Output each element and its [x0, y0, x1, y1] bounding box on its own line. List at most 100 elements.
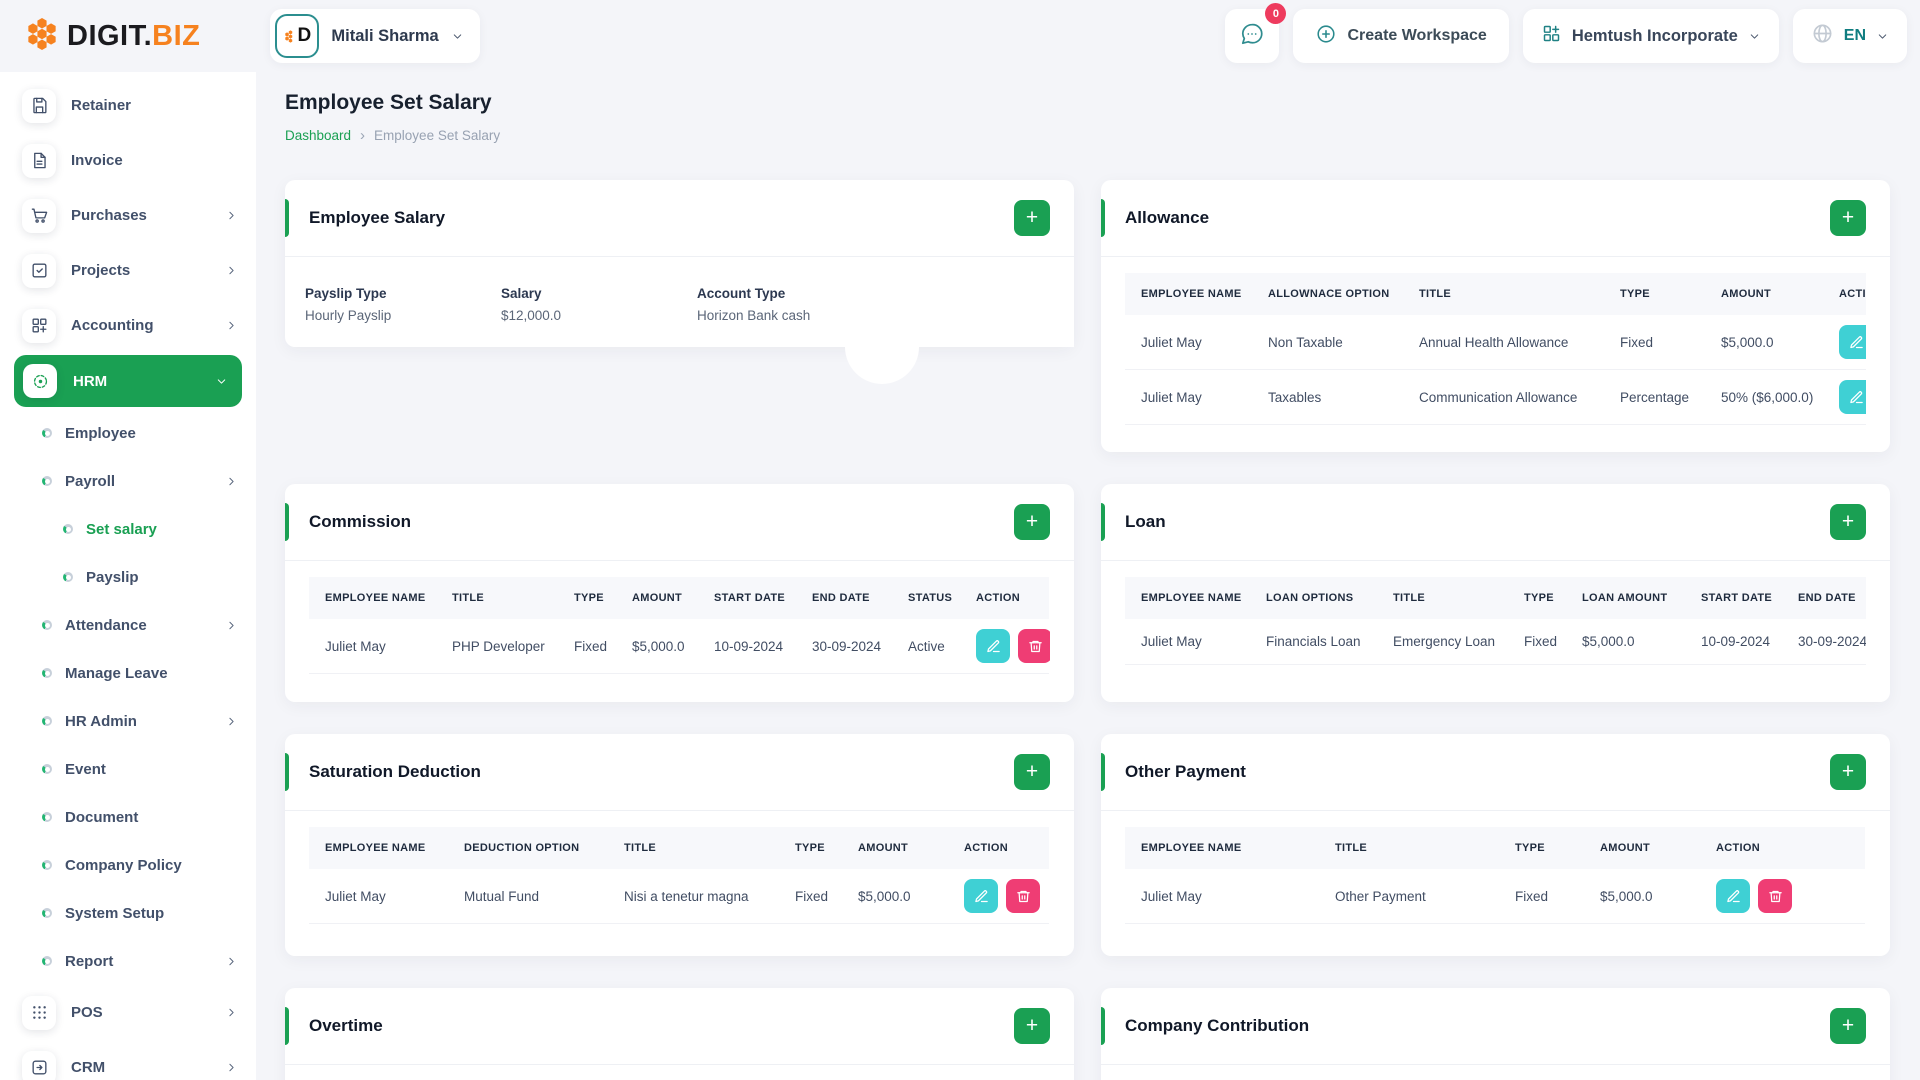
sidebar-item-payslip[interactable]: Payslip	[0, 553, 256, 601]
add-loan-button[interactable]: +	[1830, 504, 1866, 540]
table-cell: Mutual Fund	[448, 869, 608, 924]
add-company-contribution-button[interactable]: +	[1830, 1008, 1866, 1044]
sidebar-item-retainer[interactable]: Retainer	[0, 78, 256, 133]
sidebar-item-set-salary[interactable]: Set salary	[0, 505, 256, 553]
actions-cell	[1823, 370, 1866, 425]
add-saturation-deduction-button[interactable]: +	[1014, 754, 1050, 790]
table-cell: 10-09-2024	[698, 619, 796, 674]
salary-fields: Payslip Type Hourly Payslip Salary $12,0…	[285, 257, 1074, 323]
chevron-down-icon	[1748, 30, 1761, 43]
create-workspace-button[interactable]: Create Workspace	[1293, 9, 1508, 63]
add-allowance-button[interactable]: +	[1830, 200, 1866, 236]
user-avatar: D	[275, 14, 319, 58]
table-cell: Active	[892, 619, 960, 674]
breadcrumb-separator-icon: ›	[360, 127, 365, 144]
column-header-amount: AMOUNT	[1705, 273, 1823, 315]
sidebar-item-label: System Setup	[65, 905, 164, 922]
add-commission-button[interactable]: +	[1014, 504, 1050, 540]
sidebar-item-hrm[interactable]: HRM	[14, 355, 242, 407]
loan-card: Loan + EMPLOYEE NAMELOAN OPTIONSTITLETYP…	[1101, 484, 1890, 702]
sidebar-item-label: HRM	[73, 373, 107, 390]
column-header-employee-name: EMPLOYEE NAME	[309, 827, 448, 869]
chevron-right-icon	[225, 715, 238, 728]
delete-button[interactable]	[1758, 879, 1792, 913]
sidebar-item-label: Invoice	[71, 152, 123, 169]
sidebar-item-projects[interactable]: Projects	[0, 243, 256, 298]
saturation-deduction-table: EMPLOYEE NAMEDEDUCTION OPTIONTITLETYPEAM…	[309, 827, 1049, 924]
breadcrumb-dashboard-link[interactable]: Dashboard	[285, 128, 351, 143]
table-cell: $5,000.0	[1566, 619, 1685, 665]
sidebar-item-employee[interactable]: Employee	[0, 409, 256, 457]
sidebar-item-report[interactable]: Report	[0, 937, 256, 985]
chevron-right-icon	[225, 1006, 238, 1019]
column-header-status: STATUS	[892, 577, 960, 619]
card-title: Loan	[1125, 512, 1166, 532]
table-cell: Emergency Loan	[1377, 619, 1508, 665]
messages-button[interactable]: 0	[1225, 9, 1279, 63]
table-cell: Percentage	[1604, 370, 1705, 425]
column-header-allownace-option: ALLOWNACE OPTION	[1252, 273, 1403, 315]
table-cell: $5,000.0	[616, 619, 698, 674]
actions-cell	[960, 619, 1049, 674]
brand-logo: DIGIT.BIZ	[25, 14, 200, 59]
language-selector[interactable]: EN	[1793, 9, 1907, 63]
table-cell: 10-09-2024	[1685, 619, 1782, 665]
chevron-right-icon	[225, 475, 238, 488]
edit-button[interactable]	[1839, 380, 1866, 414]
card-title: Saturation Deduction	[309, 762, 481, 782]
table-cell: Fixed	[1604, 315, 1705, 370]
column-header-action: ACTION	[960, 577, 1049, 619]
brand-hexagon-icon	[25, 14, 59, 59]
delete-button[interactable]	[1006, 879, 1040, 913]
plus-circle-icon	[1315, 23, 1337, 50]
user-menu[interactable]: D Mitali Sharma	[270, 9, 479, 63]
delete-button[interactable]	[1018, 629, 1050, 663]
table-cell: Juliet May	[309, 869, 448, 924]
table-cell: Non Taxable	[1252, 315, 1403, 370]
edit-button[interactable]	[1839, 325, 1866, 359]
workspace-name: Hemtush Incorporate	[1572, 27, 1738, 46]
table-cell: Nisi a tenetur magna	[608, 869, 779, 924]
divider	[1101, 1064, 1890, 1065]
sidebar-item-event[interactable]: Event	[0, 745, 256, 793]
workspace-selector[interactable]: Hemtush Incorporate	[1523, 9, 1779, 63]
sidebar-item-pos[interactable]: POS	[0, 985, 256, 1040]
sidebar-item-crm[interactable]: CRM	[0, 1040, 256, 1080]
divider	[1101, 256, 1890, 257]
column-header-employee-name: EMPLOYEE NAME	[1125, 577, 1250, 619]
add-employee-salary-button[interactable]: +	[1014, 200, 1050, 236]
edit-button[interactable]	[976, 629, 1010, 663]
table-cell: Other Payment	[1319, 869, 1499, 924]
sidebar-item-payroll[interactable]: Payroll	[0, 457, 256, 505]
sidebar-item-attendance[interactable]: Attendance	[0, 601, 256, 649]
sidebar-item-company-policy[interactable]: Company Policy	[0, 841, 256, 889]
allowance-card: Allowance + EMPLOYEE NAMEALLOWNACE OPTIO…	[1101, 180, 1890, 452]
topbar: DIGIT.BIZ D Mitali Sharma	[0, 0, 1920, 72]
sidebar-item-accounting[interactable]: Accounting	[0, 298, 256, 353]
saturation-deduction-card: Saturation Deduction + EMPLOYEE NAMEDEDU…	[285, 734, 1074, 956]
sidebar-item-document[interactable]: Document	[0, 793, 256, 841]
divider	[1101, 560, 1890, 561]
sidebar-item-system-setup[interactable]: System Setup	[0, 889, 256, 937]
chevron-right-icon	[225, 209, 238, 222]
projects-icon	[22, 254, 56, 288]
column-header-employee-name: EMPLOYEE NAME	[1125, 827, 1319, 869]
edit-button[interactable]	[964, 879, 998, 913]
edit-button[interactable]	[1716, 879, 1750, 913]
card-title: Overtime	[309, 1016, 383, 1036]
sidebar-item-purchases[interactable]: Purchases	[0, 188, 256, 243]
column-header-title: TITLE	[436, 577, 558, 619]
card-title: Commission	[309, 512, 411, 532]
chevron-right-icon	[225, 1061, 238, 1074]
table-cell: $5,000.0	[1705, 315, 1823, 370]
company-contribution-card: Company Contribution +	[1101, 988, 1890, 1080]
table-cell: Juliet May	[309, 619, 436, 674]
sidebar-item-invoice[interactable]: Invoice	[0, 133, 256, 188]
table-cell: $5,000.0	[842, 869, 948, 924]
column-header-title: TITLE	[1319, 827, 1499, 869]
add-other-payment-button[interactable]: +	[1830, 754, 1866, 790]
sidebar-item-label: Document	[65, 809, 138, 826]
sidebar-item-manage-leave[interactable]: Manage Leave	[0, 649, 256, 697]
sidebar-item-hr-admin[interactable]: HR Admin	[0, 697, 256, 745]
add-overtime-button[interactable]: +	[1014, 1008, 1050, 1044]
